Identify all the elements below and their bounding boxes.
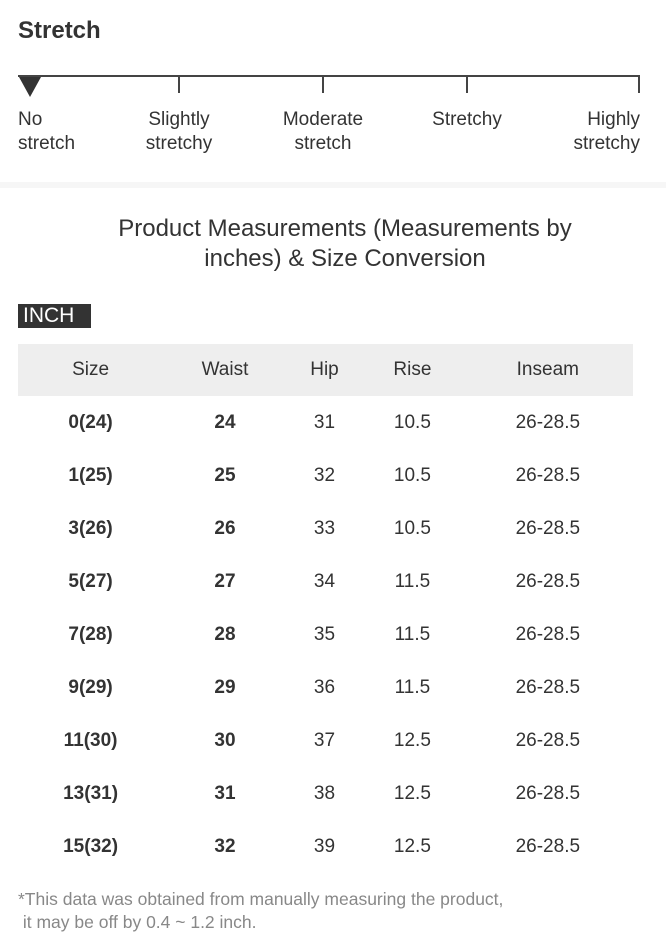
table-row: 0(24) 24 31 10.5 26-28.5 bbox=[18, 396, 633, 449]
table-cell: 36 bbox=[313, 676, 336, 698]
table-cell: 26-28.5 bbox=[515, 782, 581, 804]
table-row: 3(26) 26 33 10.5 26-28.5 bbox=[18, 502, 633, 555]
table-cell: 26-28.5 bbox=[515, 517, 581, 539]
table-cell: 26 bbox=[214, 517, 236, 539]
table-cell: 32 bbox=[214, 835, 236, 857]
table-row: 13(31) 31 38 12.5 26-28.5 bbox=[18, 767, 633, 820]
measurements-title: Product Measurements (Measurements by inc… bbox=[118, 215, 572, 272]
table-cell: 26-28.5 bbox=[515, 623, 581, 645]
table-cell: 24 bbox=[214, 411, 236, 433]
size-table: Size Waist Hip Rise Inseam 0(24) 24 31 10.5… bbox=[18, 344, 633, 873]
table-cell: 10.5 bbox=[393, 464, 431, 486]
table-cell: 32 bbox=[313, 464, 336, 486]
table-cell: 37 bbox=[313, 729, 336, 751]
stretch-label-slightly: Slightly stretchy bbox=[145, 109, 213, 154]
table-cell: 28 bbox=[214, 623, 236, 645]
table-cell: 1(25) bbox=[68, 464, 113, 486]
section-divider bbox=[0, 182, 666, 188]
table-cell: 34 bbox=[313, 570, 336, 592]
table-cell: 7(28) bbox=[68, 623, 113, 645]
stretch-label-moderate: Moderate stretch bbox=[282, 109, 364, 154]
table-cell: 12.5 bbox=[393, 729, 431, 751]
table-cell: 26-28.5 bbox=[515, 411, 581, 433]
table-cell: 15(32) bbox=[63, 835, 119, 857]
table-cell: 11(30) bbox=[63, 729, 118, 751]
scale-tick bbox=[638, 75, 640, 93]
table-row: 11(30) 30 37 12.5 26-28.5 bbox=[18, 714, 633, 767]
table-cell: 12.5 bbox=[393, 835, 431, 857]
measurement-note: *This data was obtained from manually me… bbox=[18, 889, 504, 932]
table-cell: 11.5 bbox=[394, 676, 431, 698]
table-row: 7(28) 28 35 11.5 26-28.5 bbox=[18, 608, 633, 661]
table-cell: 31 bbox=[214, 782, 236, 804]
stretch-label-no: No stretch bbox=[18, 109, 76, 154]
header-size: Size bbox=[18, 344, 164, 396]
table-cell: 26-28.5 bbox=[515, 729, 581, 751]
stretch-scale-line bbox=[18, 75, 640, 77]
scale-tick bbox=[322, 75, 324, 93]
header-inseam: Inseam bbox=[462, 344, 633, 396]
table-cell: 9(29) bbox=[68, 676, 113, 698]
table-cell: 33 bbox=[313, 517, 336, 539]
scale-tick bbox=[178, 75, 180, 93]
unit-badge: INCH bbox=[18, 304, 91, 328]
stretch-title: Stretch bbox=[18, 17, 101, 44]
table-cell: 27 bbox=[214, 570, 236, 592]
table-cell: 10.5 bbox=[393, 517, 431, 539]
table-cell: 26-28.5 bbox=[515, 464, 581, 486]
table-cell: 11.5 bbox=[394, 623, 431, 645]
table-cell: 12.5 bbox=[393, 782, 431, 804]
table-row: 15(32) 32 39 12.5 26-28.5 bbox=[18, 820, 633, 873]
table-header-row: Size Waist Hip Rise Inseam bbox=[18, 344, 633, 396]
table-cell: 38 bbox=[313, 782, 336, 804]
table-row: 1(25) 25 32 10.5 26-28.5 bbox=[18, 449, 633, 502]
table-cell: 26-28.5 bbox=[515, 570, 581, 592]
scale-tick bbox=[466, 75, 468, 93]
header-rise: Rise bbox=[362, 344, 463, 396]
header-waist: Waist bbox=[163, 344, 287, 396]
table-cell: 5(27) bbox=[68, 570, 113, 592]
table-cell: 35 bbox=[313, 623, 336, 645]
table-row: 9(29) 29 36 11.5 26-28.5 bbox=[18, 661, 633, 714]
header-hip: Hip bbox=[286, 344, 363, 396]
table-cell: 3(26) bbox=[68, 517, 113, 539]
table-cell: 10.5 bbox=[393, 411, 431, 433]
table-cell: 39 bbox=[313, 835, 336, 857]
table-cell: 26-28.5 bbox=[515, 835, 581, 857]
stretch-label-highly: Highly stretchy bbox=[573, 109, 640, 154]
table-cell: 11.5 bbox=[394, 570, 431, 592]
table-cell: 29 bbox=[214, 676, 236, 698]
table-row: 5(27) 27 34 11.5 26-28.5 bbox=[18, 555, 633, 608]
stretch-pointer-icon bbox=[19, 77, 41, 97]
table-cell: 26-28.5 bbox=[515, 676, 581, 698]
table-cell: 31 bbox=[313, 411, 336, 433]
stretch-label-stretchy: Stretchy bbox=[432, 109, 502, 130]
table-cell: 25 bbox=[214, 464, 236, 486]
table-cell: 0(24) bbox=[68, 411, 113, 433]
table-cell: 13(31) bbox=[63, 782, 119, 804]
table-cell: 30 bbox=[214, 729, 236, 751]
